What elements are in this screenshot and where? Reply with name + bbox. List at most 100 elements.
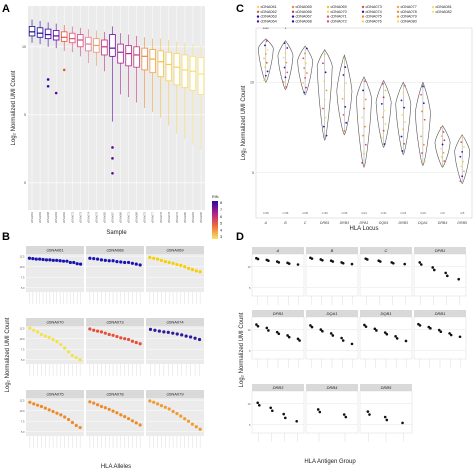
facet-strip	[26, 246, 84, 254]
facet-strip-label: DQB1	[381, 311, 392, 316]
violin-point	[380, 136, 383, 139]
facet-background	[26, 254, 84, 292]
allele-point	[36, 403, 40, 407]
violin-point	[344, 105, 347, 108]
violin-point	[343, 129, 346, 132]
violin-point	[305, 72, 308, 74]
allele-point	[74, 356, 78, 360]
antigen-point	[295, 419, 299, 423]
allele-point	[162, 330, 166, 334]
violin-count-label: n=21	[361, 211, 367, 215]
allele-point	[153, 328, 157, 332]
allele-point	[63, 415, 67, 419]
violin-point	[285, 61, 288, 64]
legend-entry: cDNA075	[366, 15, 382, 19]
violin-point	[400, 135, 403, 138]
allele-point	[186, 419, 191, 423]
allele-point	[115, 334, 119, 339]
allele-point	[36, 330, 40, 334]
antigen-point	[277, 261, 281, 264]
facet-strip	[146, 390, 204, 398]
legend-marker	[396, 20, 400, 23]
box	[117, 43, 124, 64]
legend-marker	[326, 20, 330, 23]
violin-point	[461, 150, 464, 153]
legend-marker	[431, 10, 435, 13]
violin-point	[462, 136, 464, 139]
allele-point	[171, 331, 175, 335]
legend-entry: cDNA061	[261, 5, 277, 9]
violin-point	[325, 89, 328, 92]
antigen-point	[271, 409, 274, 413]
violin-point	[384, 123, 387, 125]
violin-point	[342, 74, 345, 76]
legend-marker	[361, 10, 365, 13]
allele-point	[179, 263, 183, 267]
antigen-point	[392, 261, 395, 265]
allele-point	[134, 421, 138, 425]
y-tick-label: 12.5	[19, 326, 25, 330]
antigen-point	[341, 339, 345, 342]
violin-point	[382, 129, 385, 132]
violin-point	[459, 180, 462, 183]
facet-strip	[252, 384, 304, 391]
x-axis-title: HLA Alleles	[101, 464, 131, 470]
violin-point	[440, 156, 443, 158]
antigen-point	[375, 329, 378, 332]
legend-entry: cDNA072	[331, 19, 347, 23]
x-tick-label: cDNA070	[94, 211, 98, 223]
legend-marker	[396, 15, 400, 18]
y-tick-label: 0	[24, 181, 26, 185]
facet-strip	[306, 384, 358, 391]
allele-point	[119, 260, 123, 264]
antigen-point	[296, 263, 300, 266]
antigen-point	[344, 415, 348, 419]
allele-point	[59, 342, 63, 347]
violin-point	[461, 175, 464, 178]
y-tick-label: 10	[248, 402, 251, 406]
allele-point	[126, 337, 131, 342]
legend-entry: cDNA077	[401, 5, 417, 9]
violin-point	[381, 82, 384, 85]
allele-point	[92, 401, 96, 405]
legend-entry: cDNA066	[296, 10, 312, 14]
allele-point	[55, 340, 59, 344]
violin-point	[305, 62, 307, 65]
facet-background	[305, 390, 359, 434]
allele-point	[179, 414, 183, 418]
violin-point	[400, 99, 403, 102]
violin-point	[364, 143, 367, 146]
violin-point	[345, 121, 348, 124]
violin-point	[325, 134, 328, 137]
facet-strip	[306, 247, 358, 254]
allele-point	[39, 332, 44, 337]
allele-point	[171, 261, 175, 265]
violin-point	[302, 57, 305, 60]
allele-point	[43, 334, 47, 338]
facet-strip-label: B	[331, 248, 334, 253]
violin-point	[284, 51, 287, 54]
violin-point	[344, 66, 347, 68]
antigen-point	[404, 339, 408, 343]
facet-background	[86, 254, 144, 292]
antigen-point	[366, 410, 370, 413]
legend-entry: cDNA070	[331, 10, 347, 14]
facet-strip-label: cDNA078	[106, 392, 124, 397]
panel-a-boxplot: 0 5 10 cDNA061 cDNA063 cDNA068 cDNA064 cDNA062 c…	[11, 6, 222, 239]
box	[157, 50, 164, 78]
violin-point	[286, 47, 289, 49]
antigen-point	[429, 327, 432, 330]
allele-point	[99, 258, 104, 262]
antigen-point	[379, 260, 382, 263]
allele-point	[38, 257, 42, 261]
allele-point	[190, 268, 194, 272]
violin-point	[322, 125, 325, 128]
x-tick-label: cDNA067	[110, 211, 114, 223]
box	[77, 34, 84, 48]
y-tick-label: 10	[250, 81, 254, 85]
antigen-point	[395, 337, 399, 340]
antigen-point	[444, 271, 448, 275]
antigen-point	[286, 334, 289, 337]
antigen-point	[309, 324, 312, 327]
y-tick-label: 5	[24, 113, 26, 117]
